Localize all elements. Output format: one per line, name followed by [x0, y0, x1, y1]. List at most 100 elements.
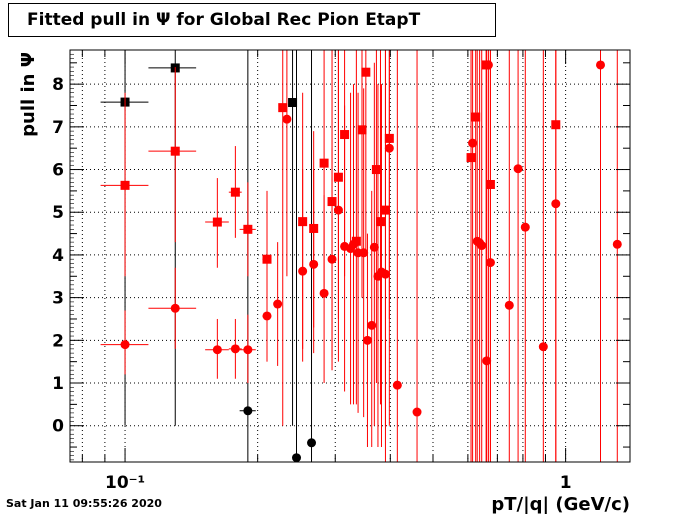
marker-circle: [477, 241, 487, 251]
data-point: [596, 50, 606, 462]
data-point: [327, 148, 337, 371]
data-point: [369, 62, 379, 426]
data-point: [520, 50, 530, 462]
marker-circle: [319, 288, 329, 298]
data-point: [100, 92, 149, 277]
data-marks: [100, 50, 622, 463]
marker-circle: [348, 239, 358, 249]
marker-square: [357, 125, 367, 135]
data-point: [148, 267, 197, 349]
marker-circle: [392, 380, 402, 390]
data-point: [482, 50, 492, 462]
data-point: [262, 272, 272, 362]
marker-circle: [212, 345, 222, 355]
data-point: [292, 50, 302, 463]
y-tick-label: 1: [52, 374, 64, 394]
marker-square: [471, 112, 481, 122]
marker-circle: [369, 242, 379, 252]
y-tick-label: 3: [52, 289, 64, 309]
y-tick-label: 4: [52, 246, 64, 266]
data-point: [309, 169, 319, 354]
grid-lines: [70, 50, 630, 462]
data-point: [472, 50, 482, 462]
marker-circle: [309, 259, 319, 269]
data-point: [481, 50, 491, 462]
marker-circle: [362, 335, 372, 345]
data-point: [228, 146, 242, 238]
marker-circle: [596, 60, 606, 70]
y-tick-label: 7: [52, 118, 64, 138]
data-point: [513, 50, 523, 462]
x-tick-label: 1: [560, 473, 572, 493]
data-point: [538, 50, 548, 462]
chart-title: Fitted pull in Ψ for Global Rec Pion Eta…: [27, 10, 421, 30]
marker-square: [262, 254, 272, 264]
marker-circle: [483, 60, 493, 70]
data-point: [273, 242, 283, 366]
marker-circle: [170, 303, 180, 313]
marker-circle: [612, 239, 622, 249]
data-point: [361, 50, 371, 255]
marker-circle: [520, 222, 530, 232]
data-point: [375, 50, 385, 405]
data-point: [485, 50, 495, 462]
marker-square: [212, 217, 222, 227]
marker-circle: [551, 199, 561, 209]
data-point: [466, 50, 476, 462]
marker-square: [371, 165, 381, 175]
data-point: [371, 50, 381, 384]
marker-square: [375, 217, 385, 227]
marker-circle: [485, 258, 495, 268]
data-point: [298, 169, 308, 362]
marker-circle: [282, 114, 292, 124]
data-point: [551, 50, 561, 462]
data-point: [333, 50, 343, 362]
data-point: [362, 233, 372, 448]
data-point: [384, 50, 394, 319]
data-point: [475, 50, 485, 462]
marker-circle: [262, 311, 272, 321]
data-point: [504, 50, 514, 462]
marker-square: [466, 153, 476, 163]
marker-square: [319, 158, 329, 168]
marker-circle: [230, 344, 240, 354]
data-point: [380, 50, 390, 462]
marker-circle: [307, 438, 317, 448]
data-point: [278, 50, 288, 426]
marker-square: [288, 98, 298, 108]
marker-circle: [243, 406, 253, 416]
marker-circle: [327, 254, 337, 264]
y-tick-label: 0: [52, 417, 64, 437]
x-axis-title: pT/|q| (GeV/c): [491, 494, 630, 514]
y-tick-label: 5: [52, 203, 64, 223]
marker-circle: [468, 138, 478, 148]
data-point: [357, 50, 367, 298]
marker-square: [361, 67, 371, 77]
data-point: [100, 310, 149, 375]
marker-circle: [513, 164, 523, 174]
marker-circle: [412, 407, 422, 417]
y-tick-label: 8: [52, 75, 64, 95]
data-point: [392, 50, 402, 462]
y-tick-label: 2: [52, 331, 64, 351]
data-point: [239, 314, 256, 384]
data-point: [205, 318, 229, 379]
data-point: [239, 182, 256, 277]
axis-ticks: 0 1 2 3 4 5 6 7 8 10⁻¹ 1: [52, 49, 630, 493]
x-tick-label: 10⁻¹: [105, 473, 145, 493]
y-axis-title: pull in Ψ: [18, 52, 39, 137]
marker-circle: [380, 269, 390, 279]
data-point: [471, 50, 481, 462]
marker-square: [243, 224, 253, 234]
marker-circle: [538, 342, 548, 352]
data-point: [477, 50, 487, 462]
marker-circle: [333, 205, 343, 215]
marker-square: [278, 103, 288, 113]
data-point: [367, 190, 377, 448]
marker-circle: [482, 356, 492, 366]
data-point: [468, 50, 478, 462]
data-point: [288, 50, 298, 426]
plot-frame: [69, 49, 631, 463]
marker-circle: [359, 248, 369, 258]
